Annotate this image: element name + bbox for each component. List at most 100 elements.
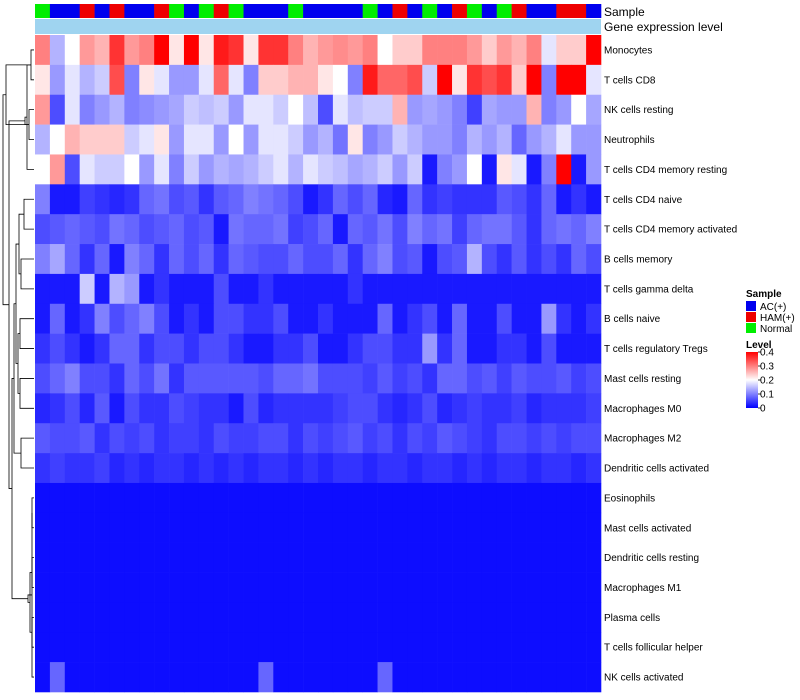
heatmap-cell bbox=[466, 154, 483, 185]
heatmap-cell bbox=[496, 423, 512, 454]
heatmap-cell bbox=[109, 512, 125, 543]
heatmap-cell bbox=[452, 214, 468, 245]
heatmap-cell bbox=[273, 124, 289, 155]
heatmap-cell bbox=[481, 273, 498, 305]
heatmap-cell bbox=[586, 632, 602, 663]
heatmap-cell bbox=[466, 453, 483, 484]
heatmap-cell bbox=[79, 64, 95, 96]
heatmap-cell bbox=[377, 632, 393, 663]
heatmap-cell bbox=[452, 244, 468, 275]
heatmap-cell bbox=[169, 64, 185, 96]
heatmap-cell bbox=[154, 184, 170, 215]
heatmap-cell bbox=[303, 512, 319, 543]
heatmap-cell bbox=[586, 393, 602, 424]
heatmap-cell bbox=[49, 632, 66, 663]
sample-cell bbox=[392, 4, 408, 18]
heatmap-cell bbox=[124, 453, 140, 484]
heatmap-cell bbox=[228, 393, 244, 424]
heatmap-cell bbox=[303, 662, 319, 693]
heatmap-cell bbox=[318, 333, 334, 364]
heatmap-cell bbox=[556, 482, 572, 514]
heatmap-cell bbox=[466, 214, 483, 245]
sample-cell bbox=[452, 4, 468, 18]
heatmap-cell bbox=[556, 542, 572, 573]
heatmap-cell bbox=[466, 244, 483, 275]
dendrogram-branch bbox=[28, 109, 34, 140]
heatmap-cell bbox=[183, 632, 200, 663]
heatmap-cell bbox=[139, 482, 155, 514]
heatmap-cell bbox=[541, 35, 557, 66]
heatmap-cell bbox=[183, 214, 200, 245]
heatmap-cell bbox=[511, 482, 527, 514]
heatmap-cell bbox=[392, 35, 408, 66]
heatmap-cell bbox=[571, 273, 587, 305]
heatmap-cell bbox=[139, 363, 155, 394]
row-label: T cells regulatory Tregs bbox=[604, 344, 708, 355]
heatmap-cell bbox=[556, 244, 572, 275]
heatmap-cell bbox=[228, 602, 244, 633]
heatmap-cell bbox=[169, 363, 185, 394]
heatmap-cell bbox=[79, 94, 95, 125]
heatmap-cell bbox=[183, 393, 200, 424]
heatmap-cell bbox=[392, 124, 408, 155]
heatmap-cell bbox=[169, 632, 185, 663]
heatmap-cell bbox=[392, 214, 408, 245]
heatmap-cell bbox=[392, 512, 408, 543]
heatmap-cell bbox=[407, 453, 423, 484]
heatmap-cell bbox=[556, 303, 572, 334]
heatmap-cell bbox=[213, 542, 229, 573]
heatmap-cell bbox=[347, 35, 363, 66]
heatmap-cell bbox=[35, 64, 51, 96]
row-label: Plasma cells bbox=[604, 613, 660, 624]
heatmap-cell bbox=[437, 363, 453, 394]
heatmap-cell bbox=[422, 303, 438, 334]
heatmap-cell bbox=[437, 453, 453, 484]
heatmap-cell bbox=[526, 542, 542, 573]
heatmap-cell bbox=[169, 244, 185, 275]
heatmap-cell bbox=[109, 273, 125, 305]
heatmap-cell bbox=[437, 572, 453, 603]
sample-cell bbox=[481, 4, 498, 18]
heatmap-cell bbox=[35, 423, 51, 454]
heatmap-cell bbox=[213, 214, 229, 245]
heatmap-cell bbox=[64, 423, 80, 454]
dendrogram-branch bbox=[20, 258, 34, 290]
heatmap-cell bbox=[35, 572, 51, 603]
heatmap-cell bbox=[392, 453, 408, 484]
heatmap-cell bbox=[571, 542, 587, 573]
heatmap-cell bbox=[526, 632, 542, 663]
heatmap-cell bbox=[332, 303, 349, 334]
heatmap-cell bbox=[64, 572, 80, 603]
heatmap-cell bbox=[258, 124, 274, 155]
heatmap-cell bbox=[303, 453, 319, 484]
heatmap-cell bbox=[124, 184, 140, 215]
heatmap-cell bbox=[139, 572, 155, 603]
heatmap-cell bbox=[526, 214, 542, 245]
heatmap-cell bbox=[64, 632, 80, 663]
sample-cell bbox=[556, 4, 572, 18]
heatmap-cell bbox=[124, 363, 140, 394]
heatmap-cell bbox=[332, 154, 349, 185]
heatmap-cell bbox=[377, 572, 393, 603]
heatmap-cell bbox=[288, 423, 304, 454]
heatmap-cell bbox=[407, 124, 423, 155]
heatmap-cell bbox=[198, 363, 215, 394]
heatmap-cell bbox=[437, 542, 453, 573]
heatmap-cell bbox=[79, 453, 95, 484]
heatmap-cell bbox=[49, 64, 66, 96]
heatmap-cell bbox=[109, 482, 125, 514]
heatmap-cell bbox=[437, 273, 453, 305]
heatmap-cell bbox=[169, 124, 185, 155]
heatmap-cell bbox=[466, 363, 483, 394]
legend-label: Normal bbox=[760, 324, 792, 335]
heatmap-cell bbox=[213, 662, 229, 693]
heatmap-cell bbox=[377, 662, 393, 693]
heatmap-cell bbox=[437, 35, 453, 66]
heatmap-cell bbox=[586, 453, 602, 484]
heatmap-cell bbox=[273, 64, 289, 96]
heatmap-cell bbox=[377, 35, 393, 66]
heatmap-cell bbox=[64, 303, 80, 334]
heatmap-cell bbox=[496, 602, 512, 633]
heatmap-cell bbox=[35, 632, 51, 663]
